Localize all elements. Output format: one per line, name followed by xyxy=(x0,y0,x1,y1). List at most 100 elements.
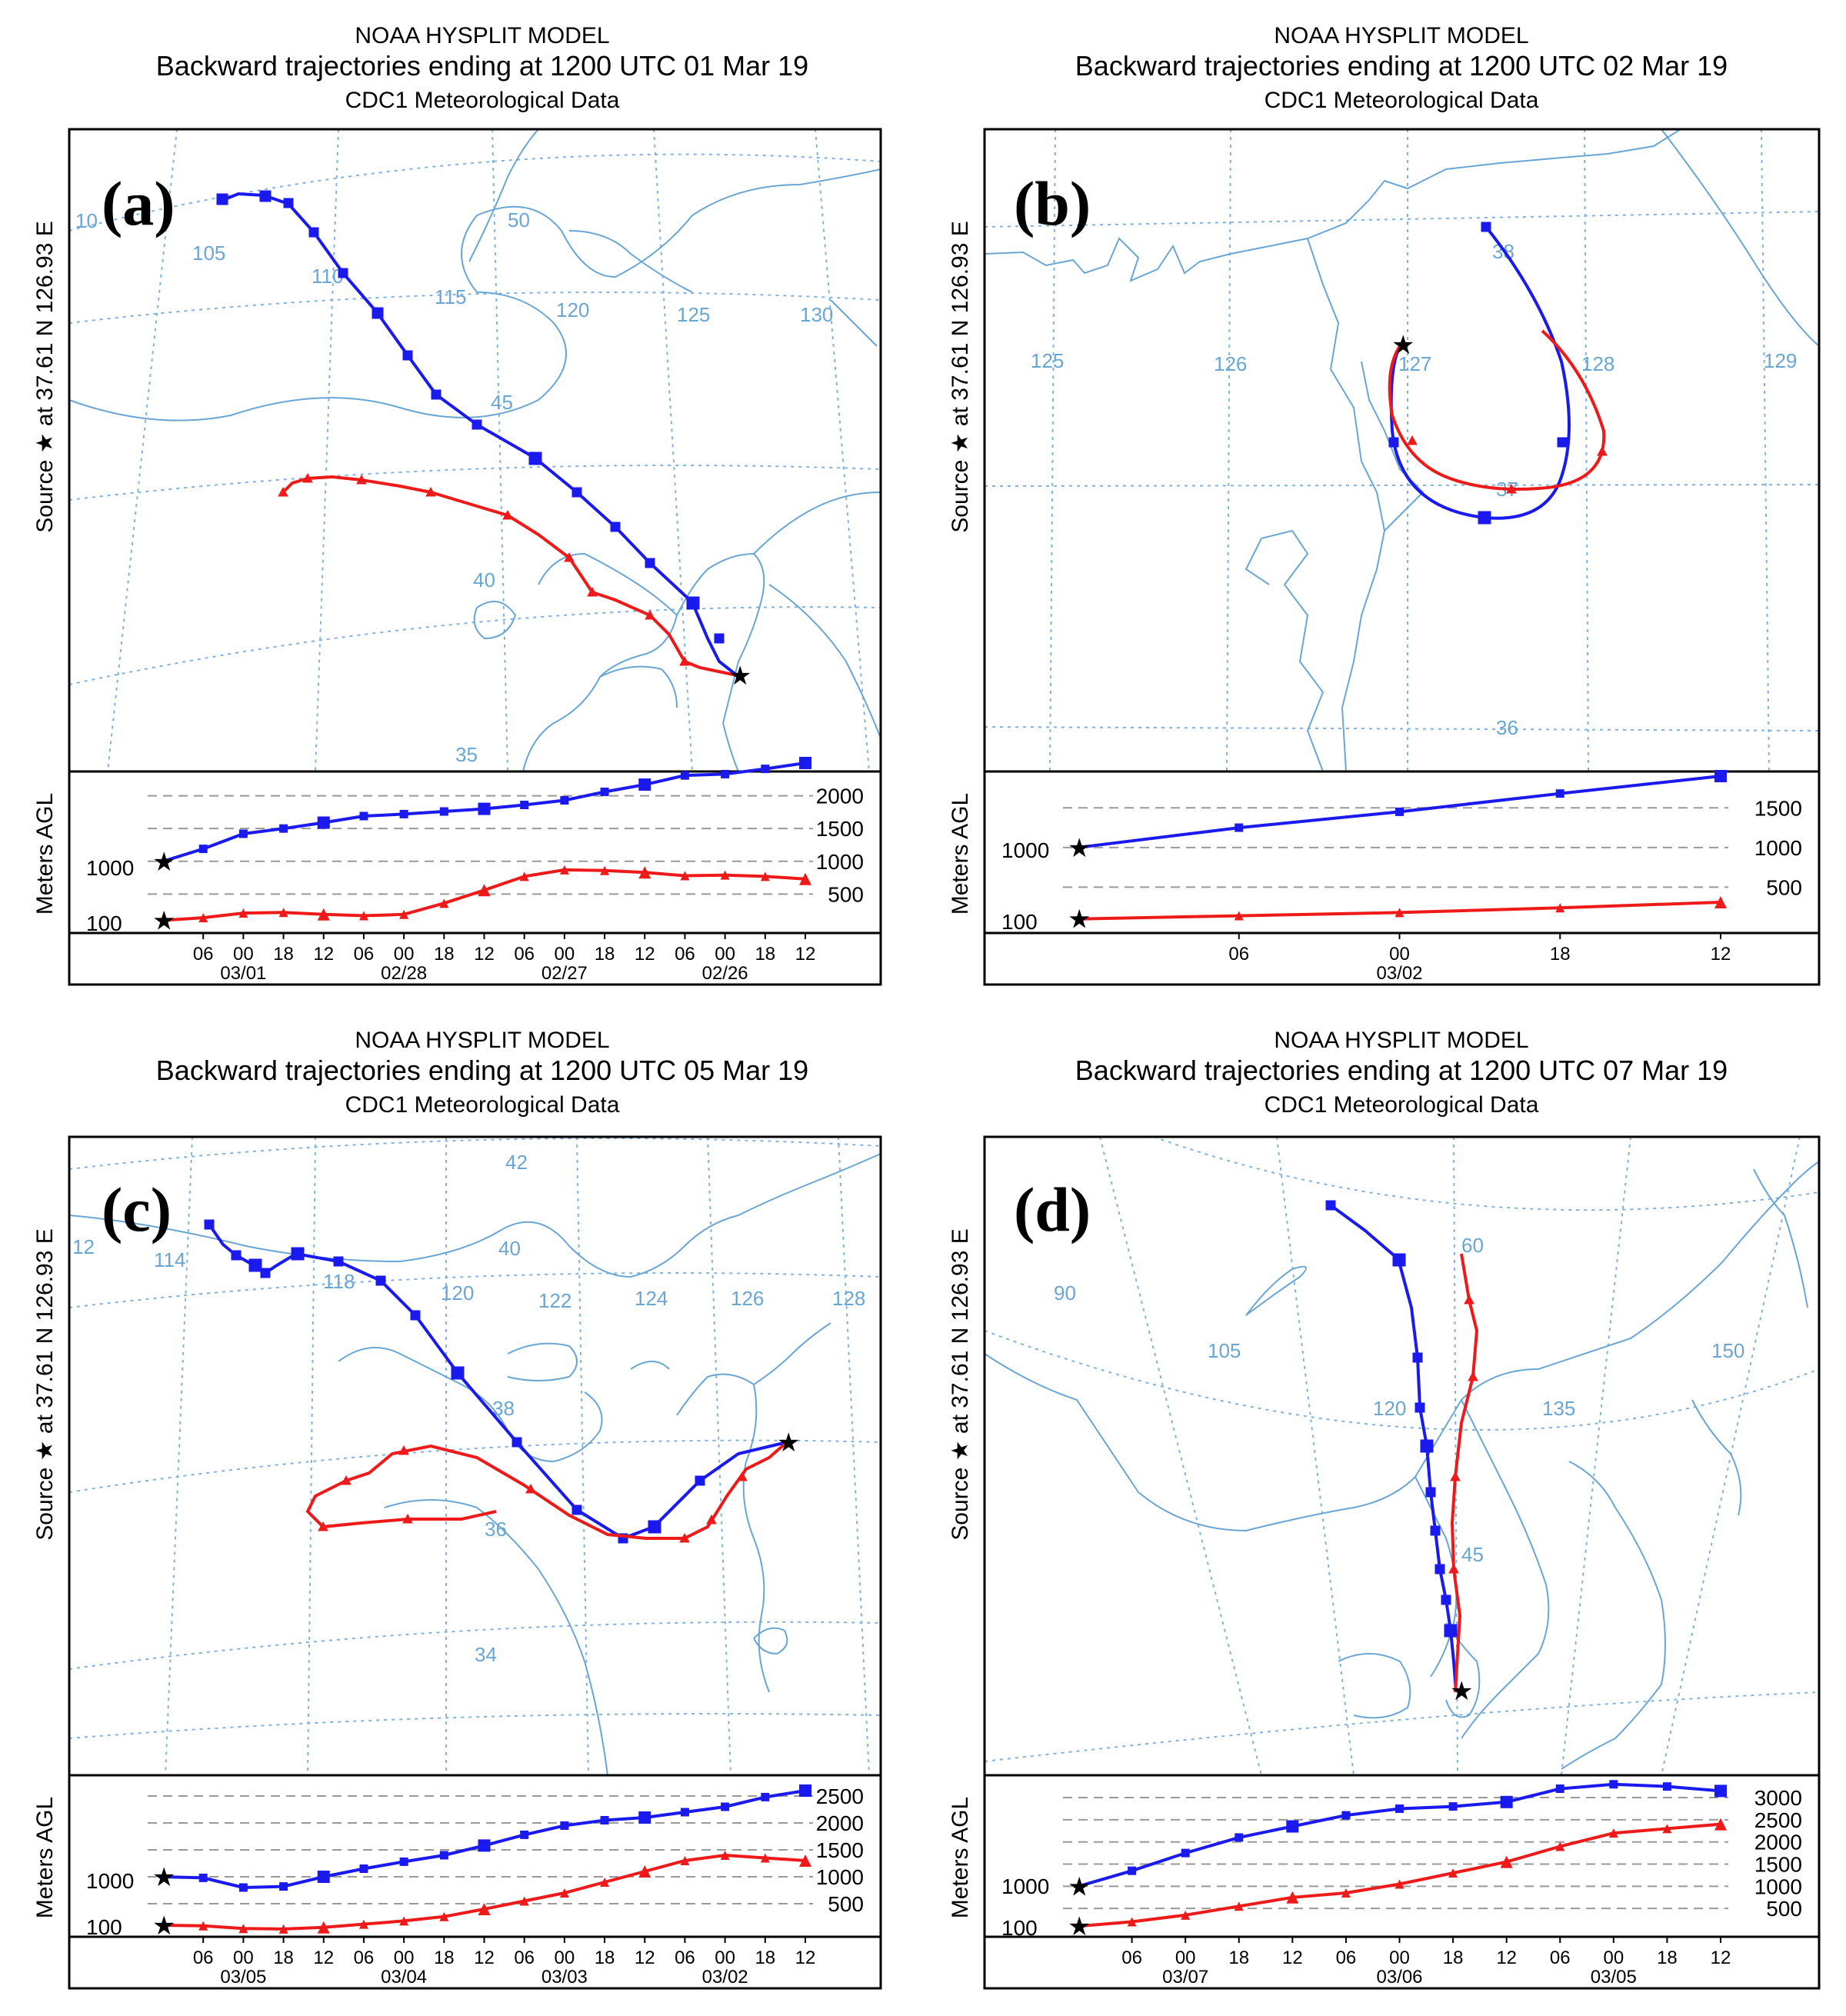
time-tick-label: 12 xyxy=(313,944,334,965)
date-label: 03/07 xyxy=(1162,1967,1208,1988)
height-point-red xyxy=(399,1916,409,1926)
panel-b-met-data: CDC1 Meteorological Data xyxy=(1265,88,1539,113)
trajectory-marker xyxy=(645,558,655,568)
trajectory-marker xyxy=(283,198,294,208)
panel-d-height-frame xyxy=(983,1774,1821,1938)
panel-b-map-label: 125 xyxy=(1031,349,1064,372)
panel-b-source-label: Source ★ at 37.61 N 126.93 E xyxy=(948,221,973,532)
height-point-red xyxy=(198,913,208,923)
panel-c-height-grid: 500 1000 1500 2000 2500 xyxy=(148,1784,864,1916)
height-point-blue xyxy=(560,796,569,805)
trajectory-marker xyxy=(1414,1402,1425,1413)
height-point-red xyxy=(1394,908,1404,918)
height-point-blue xyxy=(799,1784,811,1797)
height-point-blue xyxy=(317,1871,330,1883)
time-tick-label: 00 xyxy=(1603,1948,1624,1968)
panel-a-ylabel: Meters AGL xyxy=(32,793,58,915)
height-point-blue xyxy=(560,1821,569,1830)
panel-d-source-label: Source ★ at 37.61 N 126.93 E xyxy=(948,1228,973,1540)
trajectory-marker xyxy=(248,1258,262,1272)
date-label: 03/02 xyxy=(702,1967,748,1988)
time-tick-label: 00 xyxy=(394,944,415,965)
panel-d-subtitle: Backward trajectories ending at 1200 UTC… xyxy=(1075,1055,1728,1086)
height-point-blue xyxy=(680,1808,689,1817)
panel-c-blue-trajectory xyxy=(204,1219,788,1544)
panel-c-source-star: ★ xyxy=(777,1428,800,1458)
height-point-blue xyxy=(359,1864,368,1873)
height-point-red xyxy=(600,1878,610,1887)
trajectory-marker xyxy=(260,1268,271,1278)
trajectory-marker xyxy=(402,1513,413,1524)
panel-d-map-label: 150 xyxy=(1711,1339,1744,1362)
height-point-blue xyxy=(520,800,529,809)
height-point-red xyxy=(198,1921,208,1931)
time-tick-label: 00 xyxy=(233,944,254,965)
panel-a-time-ticks: 06 00 18 12 06 00 18 12 06 00 18 12 06 00 18 12 03/01 02/… xyxy=(193,933,816,984)
trajectory-marker xyxy=(1412,1352,1423,1363)
trajectory-marker xyxy=(610,521,621,532)
height-point-blue xyxy=(439,1851,448,1860)
height-tick-label: 1000 xyxy=(816,1865,864,1889)
height-point-red xyxy=(439,1911,449,1921)
height-start-star: ★ xyxy=(152,848,175,877)
trajectory-marker xyxy=(645,609,655,620)
panel-c-map-label: 124 xyxy=(635,1287,668,1310)
panel-a-map-label: 115 xyxy=(435,285,466,308)
trajectory-marker xyxy=(571,1505,582,1515)
height-point-blue xyxy=(478,1839,491,1852)
height-point-red xyxy=(1608,1828,1618,1838)
panel-c-red-trajectory xyxy=(305,1441,788,1543)
trajectory-marker xyxy=(1597,445,1608,456)
panel-c-map-labels: 12 114 118 120 122 124 126 128 42 40 38 … xyxy=(72,1151,865,1666)
time-tick-label: 18 xyxy=(273,944,294,965)
height-point-blue xyxy=(520,1830,529,1839)
time-tick-label: 12 xyxy=(1282,1948,1303,1968)
panel-c: NOAA HYSPLIT MODEL Backward trajectories… xyxy=(32,1028,882,1990)
height-point-red xyxy=(1555,1841,1565,1851)
panel-c-time-frame xyxy=(68,1935,882,1990)
panel-b-label: (b) xyxy=(1014,168,1091,238)
panel-d-ylabel: Meters AGL xyxy=(948,1797,973,1918)
height-point-red xyxy=(238,908,248,918)
trajectory-marker xyxy=(318,1521,328,1531)
panel-c-source-label: Source ★ at 37.61 N 126.93 E xyxy=(32,1228,58,1540)
panel-a-start-height-100: 100 xyxy=(86,911,122,935)
panel-c-subtitle: Backward trajectories ending at 1200 UTC… xyxy=(156,1055,808,1086)
trajectory-marker xyxy=(204,1219,215,1230)
height-point-blue xyxy=(680,771,689,780)
height-point-blue xyxy=(478,802,491,815)
panel-b-start-height-100: 100 xyxy=(1001,910,1038,934)
trajectory-marker xyxy=(216,193,228,205)
height-tick-label: 2000 xyxy=(1754,1831,1802,1854)
height-tick-label: 2000 xyxy=(816,785,864,808)
trajectory-marker xyxy=(431,389,442,400)
trajectory-marker xyxy=(1434,1564,1445,1574)
time-tick-label: 12 xyxy=(795,944,816,965)
height-point-red xyxy=(720,870,730,880)
trajectory-marker xyxy=(1430,1525,1441,1536)
trajectory-marker xyxy=(259,190,272,202)
height-point-blue xyxy=(1128,1866,1137,1875)
panel-c-map-label: 40 xyxy=(498,1237,521,1260)
trajectory-marker xyxy=(528,452,542,465)
panel-b-height-series: ★★ xyxy=(1068,770,1727,935)
trajectory-marker xyxy=(525,1483,536,1494)
trajectory-marker xyxy=(571,487,582,498)
panel-b-map-label: 128 xyxy=(1581,352,1614,375)
trajectory-marker xyxy=(1444,1624,1458,1638)
height-point-red xyxy=(519,1896,529,1906)
panel-c-map-label: 118 xyxy=(323,1270,355,1293)
panel-d-time-ticks: 06 00 18 12 06 00 18 12 06 00 18 12 03/07 03/06 03/05 xyxy=(1121,1937,1731,1988)
height-point-blue xyxy=(1395,1804,1404,1813)
panel-a-map-label: 120 xyxy=(556,298,589,322)
time-tick-label: 12 xyxy=(795,1948,816,1968)
height-point-blue xyxy=(439,807,448,816)
trajectory-marker xyxy=(564,551,575,562)
height-point-red xyxy=(399,909,409,919)
height-tick-label: 2000 xyxy=(816,1811,864,1835)
panel-a-coastlines xyxy=(69,129,881,771)
height-start-star: ★ xyxy=(1068,1912,1091,1941)
